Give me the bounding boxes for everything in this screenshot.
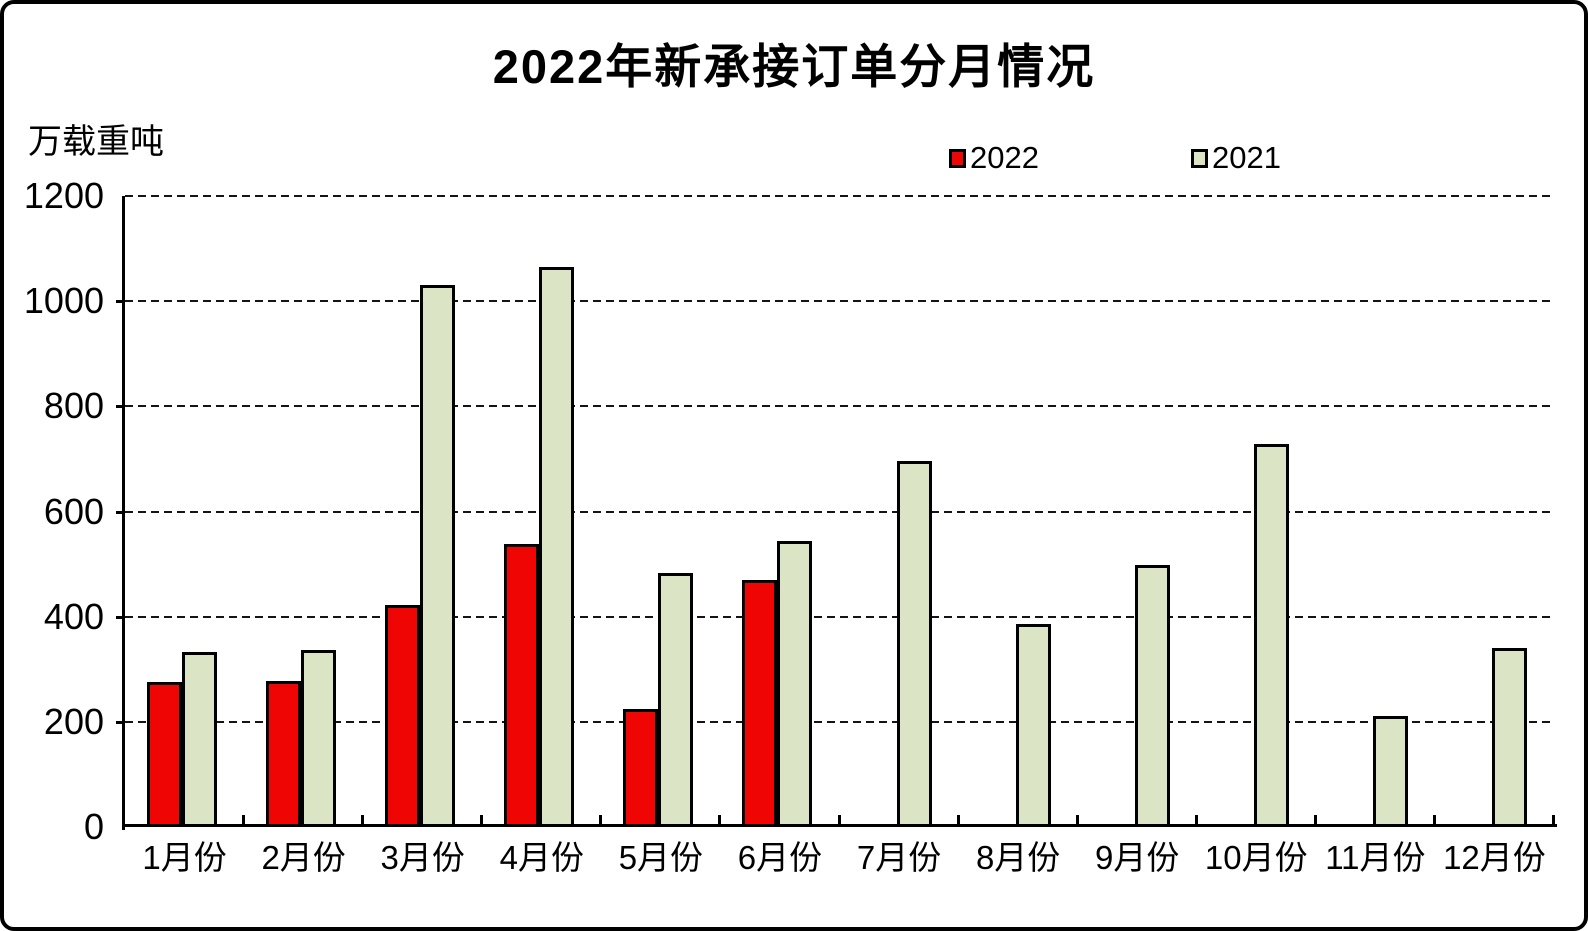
y-tick-mark-800 [116,405,125,409]
x-tick-label-8月份: 8月份 [975,839,1061,876]
gridline-200 [125,720,1554,723]
x-tick-label-5月份: 5月份 [618,839,704,876]
gridline-1000 [125,300,1554,303]
bar-2021-11月份 [1372,716,1408,827]
x-tick-label-10月份: 10月份 [1204,839,1308,876]
x-axis-tick [956,815,960,824]
y-tick-mark-1000 [116,300,125,304]
x-axis-tick [1075,815,1079,824]
y-tick-label-800: 800 [43,385,104,427]
bar-2021-6月份 [777,540,813,827]
bar-2021-3月份 [420,285,456,827]
legend-label-2021: 2021 [1211,140,1281,175]
gridline-1200 [125,195,1554,197]
y-tick-mark-200 [116,720,125,724]
y-tick-label-600: 600 [43,490,104,532]
legend-swatch-2022-icon [949,148,966,168]
x-tick-label-4月份: 4月份 [499,839,584,876]
legend-item-2022: 2022 [949,142,1039,174]
bar-2022-4月份 [504,544,540,827]
x-tick-label-9月份: 9月份 [1095,839,1180,876]
bar-2021-4月份 [539,266,575,827]
y-tick-label-1000: 1000 [23,280,104,322]
x-axis-tick [1194,815,1198,824]
x-tick-label-2月份: 2月份 [261,839,346,876]
x-axis-tick [1313,815,1317,824]
bar-2021-8月份 [1015,624,1051,827]
x-axis-tick [1432,815,1436,824]
bar-2021-1月份 [182,651,217,827]
x-tick-label-12月份: 12月份 [1443,839,1546,876]
plot-area: 0 200 400 600 800 1000 1200 1月份 2月份 3月份 4月份 5月份 6月份 7… [24,176,1557,876]
y-tick-label-400: 400 [43,595,104,637]
y-tick-mark-600 [116,510,125,514]
x-axis-tick [718,815,722,824]
x-tick-label-7月份: 7月份 [856,839,942,876]
x-axis-tick [242,815,246,824]
x-axis-tick [361,815,365,824]
bar-2022-3月份 [385,605,421,827]
legend-label-2022: 2022 [970,140,1039,175]
y-tick-label-200: 200 [43,700,104,742]
gridline-600 [125,510,1554,513]
bar-2021-5月份 [658,573,694,827]
gridline-400 [125,615,1554,618]
x-axis-tick [837,815,841,824]
x-axis-tick [1552,815,1555,824]
y-tick-label-0: 0 [83,806,104,847]
bar-2021-2月份 [301,649,337,827]
bar-2022-6月份 [742,579,778,827]
bar-2022-2月份 [266,680,302,827]
legend-item-2021: 2021 [1190,140,1281,175]
bar-2021-9月份 [1134,565,1170,827]
x-axis-line [122,824,1557,827]
bar-2021-12月份 [1491,648,1527,827]
x-axis-tick [480,815,484,824]
legend: 2022 2021 [949,142,1281,174]
y-tick-mark-400 [116,615,125,619]
chart-title: 2022年新承接订单分月情况 [492,40,1096,93]
x-tick-label-11月份: 11月份 [1325,839,1426,876]
y-axis-unit-label: 万载重吨 [28,123,164,161]
legend-swatch-2021-icon [1190,148,1208,168]
x-axis-tick [599,815,603,824]
bar-2022-1月份 [147,681,182,827]
x-tick-label-6月份: 6月份 [737,839,823,876]
gridline-800 [125,405,1554,408]
x-tick-label-3月份: 3月份 [380,839,465,876]
y-tick-label-1200: 1200 [23,175,104,216]
bar-2021-10月份 [1253,444,1289,827]
bar-2021-7月份 [896,461,932,827]
x-tick-label-1月份: 1月份 [142,839,227,876]
bar-2022-5月份 [623,709,659,827]
